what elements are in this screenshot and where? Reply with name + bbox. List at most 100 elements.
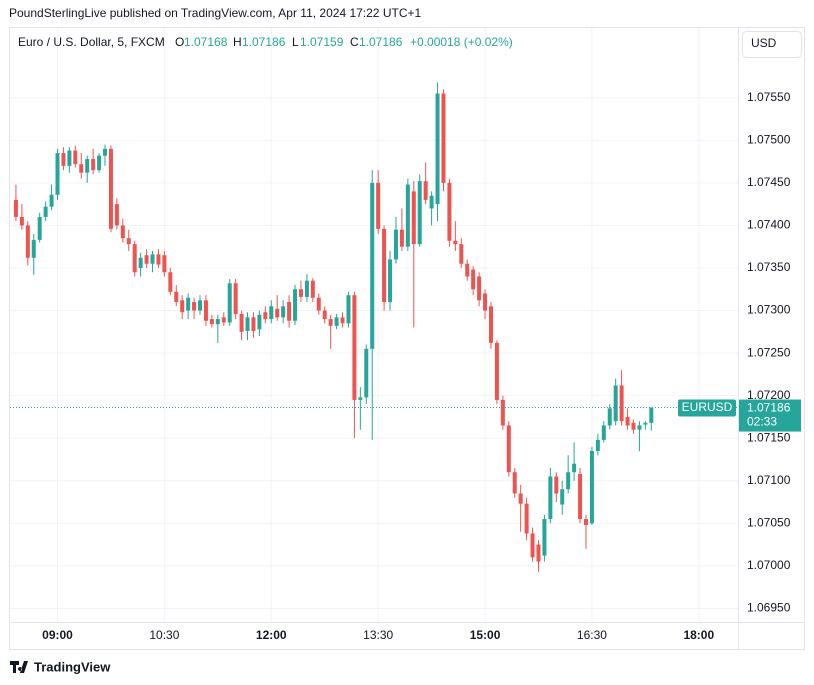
x-tick-label: 18:00 — [683, 628, 714, 642]
candle-body — [441, 93, 446, 183]
y-tick-label: 1.07500 — [747, 133, 791, 147]
x-tick-label: 10:30 — [149, 628, 179, 642]
candle-body — [548, 476, 553, 520]
candle-body — [61, 153, 66, 166]
y-tick-label: 1.07450 — [747, 175, 791, 189]
candle-body — [85, 159, 90, 173]
candle-body — [334, 317, 339, 326]
candle-body — [239, 313, 244, 332]
countdown: 02:33 — [747, 415, 777, 429]
candle-body — [613, 385, 618, 422]
candle-body — [287, 302, 292, 321]
candle-body — [488, 306, 493, 343]
candle-body — [108, 148, 113, 229]
candle-body — [411, 191, 416, 245]
y-tick-label: 1.07200 — [747, 388, 791, 402]
candle-body — [251, 317, 256, 331]
candle-body — [524, 503, 529, 534]
candle-body — [49, 194, 54, 207]
candle-body — [298, 289, 303, 297]
candle-body — [388, 259, 393, 303]
candle-body — [423, 181, 428, 200]
candle-body — [79, 164, 84, 173]
candle-body — [233, 283, 238, 314]
candle-body — [352, 295, 357, 400]
candle-body — [459, 244, 464, 264]
y-tick-label: 1.07100 — [747, 473, 791, 487]
candle-body — [393, 229, 398, 260]
candle-body — [263, 312, 268, 320]
candle-body — [477, 276, 482, 301]
candle-body — [405, 184, 410, 247]
candle-body — [607, 408, 612, 426]
candle-body — [364, 348, 369, 398]
currency-button[interactable] — [742, 31, 802, 58]
price-tag-bg — [739, 399, 801, 432]
candle-body — [144, 255, 149, 264]
candle-body — [578, 473, 583, 520]
candle-body — [132, 244, 137, 273]
candle-body — [328, 319, 333, 326]
frame — [9, 27, 805, 650]
candle-body — [215, 319, 220, 325]
candle-body — [67, 150, 72, 166]
candle-body — [293, 289, 298, 321]
x-tick-label: 15:00 — [470, 628, 501, 642]
y-tick-label: 1.07050 — [747, 515, 791, 529]
candle-body — [453, 240, 458, 245]
candle-body — [257, 314, 262, 330]
candle-body — [25, 225, 30, 258]
legend-close: 1.07186 — [359, 35, 403, 49]
x-tick-label: 09:00 — [42, 628, 73, 642]
footer: TradingView — [34, 659, 111, 674]
candle-body — [560, 489, 565, 505]
candle-body — [435, 93, 440, 205]
candle-body — [417, 181, 422, 245]
candle-body — [156, 254, 161, 265]
y-tick-label: 1.07000 — [747, 558, 791, 572]
candle-body — [203, 300, 208, 321]
candle-body — [601, 425, 606, 440]
candle-body — [530, 533, 535, 558]
candle-body — [483, 293, 488, 311]
candle-body — [518, 493, 523, 504]
legend-low-label: L — [292, 35, 299, 49]
candle-body — [150, 254, 155, 264]
candle-body — [209, 319, 214, 325]
candle-body — [174, 291, 179, 303]
y-tick-label: 1.07400 — [747, 218, 791, 232]
symbol-tag-bg — [678, 399, 736, 417]
legend-open: 1.07168 — [184, 35, 228, 49]
candle-body — [554, 476, 559, 494]
candle-body — [649, 407, 654, 423]
candles — [13, 82, 654, 572]
candle-body — [566, 472, 571, 490]
candle-body — [340, 317, 345, 324]
y-tick-label: 1.07550 — [747, 90, 791, 104]
candle-body — [447, 182, 452, 241]
candle-body — [43, 206, 48, 217]
candle-body — [120, 225, 125, 239]
candle-body — [382, 228, 387, 303]
candle-body — [126, 238, 131, 245]
legend-high-label: H — [233, 35, 242, 49]
candle-body — [198, 300, 203, 311]
candle-body — [304, 280, 309, 297]
candle-body — [275, 308, 280, 318]
candle-body — [583, 519, 588, 525]
attribution: PoundSterlingLive published on TradingVi… — [9, 6, 421, 20]
candle-body — [221, 317, 226, 323]
candle-body — [512, 472, 517, 494]
currency[interactable]: USD — [751, 36, 777, 50]
candle-body — [55, 153, 60, 195]
candle-body — [346, 295, 351, 324]
candle-body — [465, 263, 470, 277]
candle-body — [19, 216, 24, 226]
candle-body — [643, 422, 648, 425]
candle-body — [429, 195, 434, 209]
candle-body — [103, 148, 108, 156]
candle-body — [542, 519, 547, 556]
candle-body — [358, 397, 363, 400]
